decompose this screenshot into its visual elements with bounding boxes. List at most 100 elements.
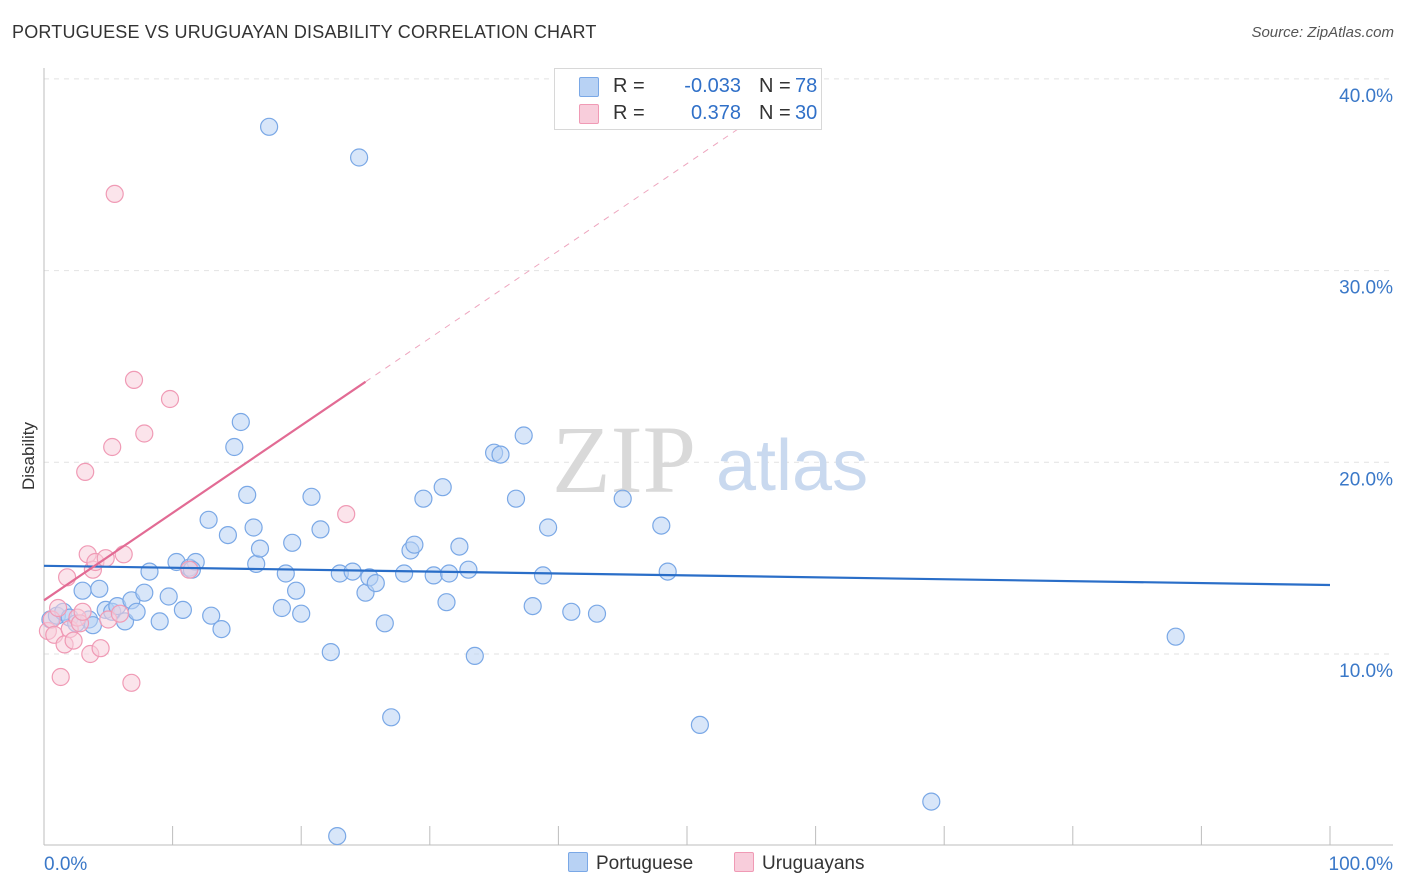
point-uruguayans <box>337 504 356 524</box>
point-portuguese <box>652 516 671 535</box>
point-uruguayans <box>135 424 154 443</box>
legend-swatch-uruguayans <box>579 104 599 124</box>
point-portuguese <box>276 564 295 583</box>
bottom-legend-uruguayans: Uruguayans <box>734 852 864 875</box>
grid-layer <box>44 78 1393 655</box>
point-portuguese <box>328 826 347 846</box>
chart-source: Source: ZipAtlas.com <box>1251 24 1394 41</box>
point-uruguayans <box>180 560 199 579</box>
point-portuguese <box>202 606 221 625</box>
point-portuguese <box>73 581 92 600</box>
point-uruguayans <box>110 604 130 623</box>
legend-r-label: R = <box>613 102 645 124</box>
point-portuguese <box>922 792 941 811</box>
point-uruguayans <box>76 462 95 481</box>
point-portuguese <box>440 564 459 583</box>
point-portuguese <box>225 437 244 457</box>
axis-layer <box>43 68 1393 846</box>
point-portuguese <box>491 445 510 464</box>
point-portuguese <box>127 602 146 621</box>
point-portuguese <box>459 560 478 579</box>
point-portuguese <box>260 117 279 136</box>
watermark-atlas: atlas <box>716 426 868 506</box>
point-uruguayans <box>122 673 141 692</box>
point-portuguese <box>231 412 250 432</box>
point-portuguese <box>613 489 632 508</box>
x-tick-label-max: 100.0% <box>1329 854 1394 875</box>
point-portuguese <box>250 539 270 558</box>
y-tick-label: 10.0% <box>1339 661 1393 682</box>
trend-line-uruguayans <box>43 380 367 602</box>
bottom-legend-label-portuguese: Portuguese <box>596 853 694 874</box>
bottom-legend-swatch-uruguayans <box>734 852 754 872</box>
point-uruguayans <box>73 602 92 621</box>
point-portuguese <box>437 593 456 612</box>
point-portuguese <box>395 564 414 583</box>
point-portuguese <box>140 562 159 581</box>
point-portuguese <box>538 518 558 537</box>
point-uruguayans <box>160 389 180 409</box>
point-uruguayans <box>57 568 77 587</box>
point-portuguese <box>658 562 677 581</box>
point-portuguese <box>450 537 469 556</box>
legend-r-value: -0.033 <box>684 75 741 97</box>
point-portuguese <box>212 619 231 639</box>
point-portuguese <box>283 533 302 552</box>
point-uruguayans <box>48 598 68 618</box>
point-portuguese <box>375 614 394 633</box>
point-portuguese <box>272 598 291 618</box>
stats-legend: R = -0.033 N = 78 R = 0.378 N = 30 <box>554 68 822 130</box>
point-portuguese <box>199 510 218 529</box>
trend-line-portuguese <box>43 564 1331 587</box>
y-axis-label: Disability <box>19 421 38 490</box>
bottom-legend-portuguese: Portuguese <box>568 852 693 875</box>
x-tick-label-min: 0.0% <box>44 854 87 875</box>
point-portuguese <box>244 518 263 537</box>
legend-n-value: 78 <box>795 75 818 97</box>
point-portuguese <box>302 487 321 506</box>
point-portuguese <box>465 646 484 666</box>
point-portuguese <box>506 489 526 508</box>
point-uruguayans <box>103 437 122 457</box>
point-portuguese <box>424 566 443 585</box>
point-portuguese <box>1166 627 1185 646</box>
point-portuguese <box>562 602 581 621</box>
point-portuguese <box>159 587 178 606</box>
point-portuguese <box>350 148 369 167</box>
point-uruguayans <box>64 631 83 650</box>
legend-swatch-portuguese <box>579 77 599 97</box>
point-portuguese <box>523 596 542 616</box>
point-portuguese <box>382 708 401 727</box>
point-uruguayans <box>114 545 133 564</box>
point-portuguese <box>311 520 330 539</box>
bottom-legend-swatch-portuguese <box>568 852 588 872</box>
trend-line-uruguayans-extension <box>365 128 739 383</box>
points-layer <box>38 117 1185 846</box>
point-portuguese <box>514 426 533 445</box>
point-portuguese <box>90 579 109 598</box>
chart-title: PORTUGUESE VS URUGUAYAN DISABILITY CORRE… <box>12 22 597 42</box>
point-portuguese <box>366 573 385 593</box>
legend-n-label: N = <box>759 102 791 124</box>
y-tick-label: 40.0% <box>1339 86 1393 107</box>
legend-r-value: 0.378 <box>690 102 741 124</box>
point-portuguese <box>135 583 154 602</box>
point-portuguese <box>690 715 710 735</box>
point-uruguayans <box>124 370 144 389</box>
point-portuguese <box>587 604 607 623</box>
legend-n-value: 30 <box>795 102 818 124</box>
point-portuguese <box>414 489 433 508</box>
point-portuguese <box>321 642 340 662</box>
point-portuguese <box>150 612 169 631</box>
point-portuguese <box>238 485 257 504</box>
bottom-legend-label-uruguayans: Uruguayans <box>762 853 865 874</box>
point-uruguayans <box>51 667 70 687</box>
point-portuguese <box>533 566 553 585</box>
y-tick-label: 30.0% <box>1339 278 1393 299</box>
point-portuguese <box>173 600 192 620</box>
point-portuguese <box>405 535 424 554</box>
legend-n-label: N = <box>759 75 791 97</box>
point-portuguese <box>218 525 237 545</box>
